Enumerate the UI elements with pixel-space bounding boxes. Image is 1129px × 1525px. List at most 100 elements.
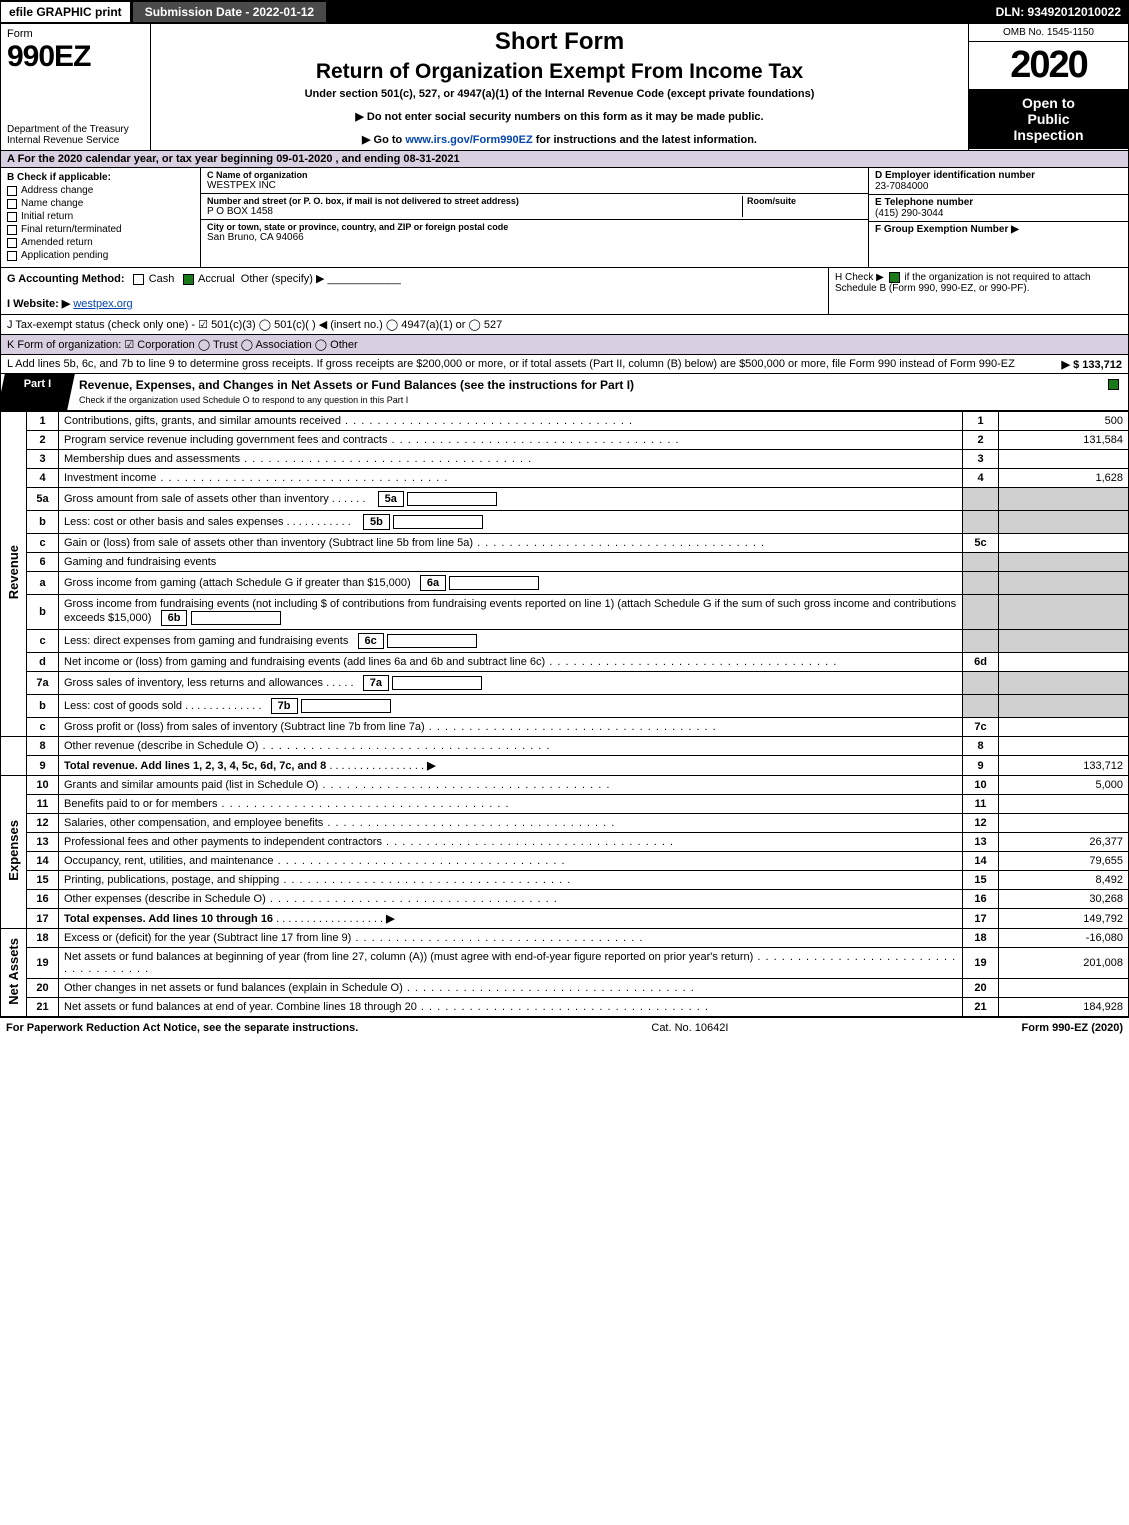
group-exemption-label: F Group Exemption Number ▶ xyxy=(875,224,1019,235)
goto-suffix: for instructions and the latest informat… xyxy=(536,134,757,146)
subline-5b-input[interactable] xyxy=(393,515,483,529)
subline-6b-box: 6b xyxy=(161,610,188,626)
line-15: 15 Printing, publications, postage, and … xyxy=(1,871,1129,890)
city-value: San Bruno, CA 94066 xyxy=(207,232,304,243)
line-7c: c Gross profit or (loss) from sales of i… xyxy=(1,718,1129,737)
amount-line-19: 201,008 xyxy=(999,948,1129,979)
checkbox-final-return[interactable]: Final return/terminated xyxy=(7,224,194,235)
line-11: 11 Benefits paid to or for members 11 xyxy=(1,795,1129,814)
omb-number: OMB No. 1545-1150 xyxy=(969,24,1128,42)
footer-mid: Cat. No. 10642I xyxy=(651,1022,728,1034)
part-1-tab: Part I xyxy=(0,374,75,410)
phone-label: E Telephone number xyxy=(875,197,973,208)
checkbox-cash[interactable] xyxy=(133,274,144,285)
part-1-schedule-o-check[interactable] xyxy=(1098,374,1128,410)
subline-5a-input[interactable] xyxy=(407,492,497,506)
checkbox-application-pending[interactable]: Application pending xyxy=(7,250,194,261)
line-17: 17 Total expenses. Add lines 10 through … xyxy=(1,909,1129,929)
row-g-h: G Accounting Method: Cash Accrual Other … xyxy=(0,268,1129,315)
website-link[interactable]: westpex.org xyxy=(73,298,132,310)
amount-line-10: 5,000 xyxy=(999,776,1129,795)
subline-7a-input[interactable] xyxy=(392,676,482,690)
subline-6a-input[interactable] xyxy=(449,576,539,590)
amount-line-18: -16,080 xyxy=(999,929,1129,948)
phone-value: (415) 290-3044 xyxy=(875,208,943,219)
form-id-block: Form 990EZ Department of the Treasury In… xyxy=(1,24,151,150)
part-1-table: Revenue 1 Contributions, gifts, grants, … xyxy=(0,411,1129,1017)
submission-date-label: Submission Date - 2022-01-12 xyxy=(133,2,326,22)
section-l: L Add lines 5b, 6c, and 7b to line 9 to … xyxy=(0,355,1129,374)
amount-line-7c xyxy=(999,718,1129,737)
header-right-block: OMB No. 1545-1150 2020 Open to Public In… xyxy=(968,24,1128,150)
irs-link[interactable]: www.irs.gov/Form990EZ xyxy=(405,134,532,146)
part-1-header: Part I Revenue, Expenses, and Changes in… xyxy=(0,374,1129,411)
amount-line-21: 184,928 xyxy=(999,998,1129,1017)
subline-7b-box: 7b xyxy=(271,698,298,714)
line-9: 9 Total revenue. Add lines 1, 2, 3, 4, 5… xyxy=(1,756,1129,776)
form-title-block: Short Form Return of Organization Exempt… xyxy=(151,24,968,150)
form-number: 990EZ xyxy=(7,40,90,73)
side-label-expenses: Expenses xyxy=(1,776,27,929)
line-4: 4 Investment income 4 1,628 xyxy=(1,469,1129,488)
amount-line-9: 133,712 xyxy=(999,756,1129,776)
address-value: P O BOX 1458 xyxy=(207,206,273,217)
line-6c: c Less: direct expenses from gaming and … xyxy=(1,630,1129,653)
line-2: 2 Program service revenue including gove… xyxy=(1,431,1129,450)
amount-line-16: 30,268 xyxy=(999,890,1129,909)
checkbox-initial-return[interactable]: Initial return xyxy=(7,211,194,222)
ssn-warning: ▶ Do not enter social security numbers o… xyxy=(159,110,960,123)
amount-line-12 xyxy=(999,814,1129,833)
amount-line-11 xyxy=(999,795,1129,814)
line-3: 3 Membership dues and assessments 3 xyxy=(1,450,1129,469)
goto-line: ▶ Go to www.irs.gov/Form990EZ for instru… xyxy=(159,133,960,146)
amount-line-5c xyxy=(999,534,1129,553)
tax-year: 2020 xyxy=(969,42,1128,89)
badge-line-2: Public xyxy=(973,111,1124,127)
section-j-tax-exempt: J Tax-exempt status (check only one) - ☑… xyxy=(0,315,1129,335)
checkbox-amended-return[interactable]: Amended return xyxy=(7,237,194,248)
block-b-through-f: B Check if applicable: Address change Na… xyxy=(0,168,1129,268)
line-7a: 7a Gross sales of inventory, less return… xyxy=(1,672,1129,695)
amount-line-14: 79,655 xyxy=(999,852,1129,871)
top-bar: efile GRAPHIC print Submission Date - 20… xyxy=(0,0,1129,24)
accounting-method-label: G Accounting Method: xyxy=(7,273,125,285)
h-prefix: H Check ▶ xyxy=(835,272,884,283)
checkbox-name-change[interactable]: Name change xyxy=(7,198,194,209)
line-21: 21 Net assets or fund balances at end of… xyxy=(1,998,1129,1017)
amount-line-17: 149,792 xyxy=(999,909,1129,929)
line-5c: c Gain or (loss) from sale of assets oth… xyxy=(1,534,1129,553)
line-5a: 5a Gross amount from sale of assets othe… xyxy=(1,488,1129,511)
section-l-amount: ▶ $ 133,712 xyxy=(1062,358,1122,371)
line-1: Revenue 1 Contributions, gifts, grants, … xyxy=(1,412,1129,431)
section-k-form-of-org: K Form of organization: ☑ Corporation ◯ … xyxy=(0,335,1129,355)
ein-label: D Employer identification number xyxy=(875,170,1035,181)
line-7b: b Less: cost of goods sold . . . . . . .… xyxy=(1,695,1129,718)
form-title-1: Short Form xyxy=(159,28,960,56)
city-label: City or town, state or province, country… xyxy=(207,222,862,232)
efile-print-button[interactable]: efile GRAPHIC print xyxy=(0,1,131,23)
checkbox-accrual[interactable] xyxy=(183,274,194,285)
badge-line-3: Inspection xyxy=(973,127,1124,143)
section-d-e-f: D Employer identification number 23-7084… xyxy=(868,168,1128,267)
amount-line-15: 8,492 xyxy=(999,871,1129,890)
org-name-value: WESTPEX INC xyxy=(207,180,276,191)
subline-6b-input[interactable] xyxy=(191,611,281,625)
line-10: Expenses 10 Grants and similar amounts p… xyxy=(1,776,1129,795)
subline-6c-input[interactable] xyxy=(387,634,477,648)
checkbox-address-change[interactable]: Address change xyxy=(7,185,194,196)
form-header: Form 990EZ Department of the Treasury In… xyxy=(0,24,1129,151)
form-word: Form xyxy=(7,28,33,40)
checkbox-schedule-b-not-required[interactable] xyxy=(889,272,900,283)
section-g: G Accounting Method: Cash Accrual Other … xyxy=(1,268,828,314)
section-b: B Check if applicable: Address change Na… xyxy=(1,168,201,267)
badge-line-1: Open to xyxy=(973,95,1124,111)
line-6a: a Gross income from gaming (attach Sched… xyxy=(1,572,1129,595)
subline-7a-box: 7a xyxy=(363,675,389,691)
subline-7b-input[interactable] xyxy=(301,699,391,713)
other-specify-label: Other (specify) ▶ xyxy=(241,273,325,285)
amount-line-13: 26,377 xyxy=(999,833,1129,852)
department-line-1: Department of the Treasury xyxy=(7,124,144,135)
footer-left: For Paperwork Reduction Act Notice, see … xyxy=(6,1022,358,1034)
line-13: 13 Professional fees and other payments … xyxy=(1,833,1129,852)
amount-line-2: 131,584 xyxy=(999,431,1129,450)
